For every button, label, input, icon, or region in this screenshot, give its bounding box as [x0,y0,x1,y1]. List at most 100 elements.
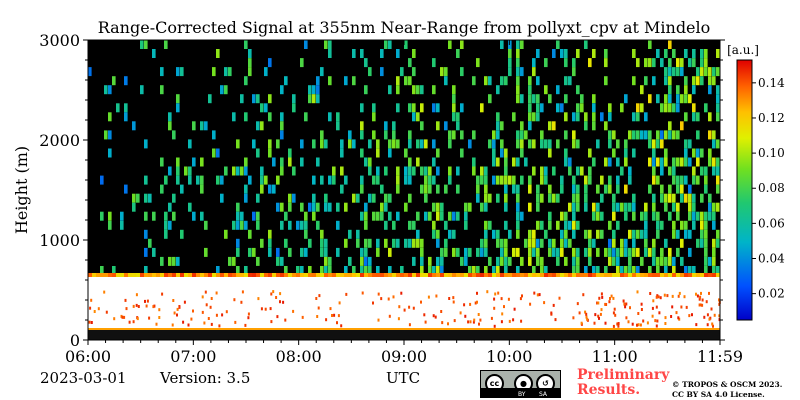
bl-speckle [337,314,340,318]
signal-cell [700,49,704,58]
signal-cell [572,175,576,185]
signal-cell [608,220,612,230]
signal-cell [460,148,464,158]
signal-cell [448,130,452,140]
signal-cell [288,202,292,212]
bl-top-cell [692,273,696,277]
bl-speckle [452,300,455,304]
signal-cell [508,256,512,266]
signal-cell [276,247,280,257]
signal-cell [124,103,128,113]
signal-cell [496,175,500,185]
signal-cell [260,175,264,185]
signal-cell [320,67,324,77]
signal-cell [656,49,660,58]
signal-cell [704,67,708,77]
bl-speckle [658,311,661,315]
signal-cell [676,103,680,113]
signal-cell [716,202,720,212]
colorbar-gradient [736,59,753,321]
signal-cell [596,229,600,239]
signal-cell [252,139,256,149]
signal-cell [396,139,400,149]
signal-cell [160,85,164,95]
x-tick-label: 07:00 [170,347,216,366]
bl-top-cell [664,273,668,277]
bl-speckle [503,305,505,309]
signal-cell [592,266,596,275]
signal-cell [664,94,668,104]
signal-cell [500,139,504,149]
bl-speckle [187,323,190,327]
signal-cell [600,229,604,239]
signal-cell [188,175,192,185]
signal-cell [672,220,676,230]
bl-speckle [146,299,149,303]
signal-cell [144,40,148,49]
signal-cell [528,121,532,131]
signal-cell [688,229,692,239]
signal-cell [552,193,556,203]
y-tick-label: 0 [70,331,80,350]
signal-cell [524,238,528,248]
signal-cell [664,103,668,113]
signal-cell [360,148,364,158]
signal-cell [716,229,720,239]
signal-cell [464,247,468,257]
signal-cell [692,193,696,203]
signal-cell [260,238,264,248]
signal-cell [108,130,112,140]
signal-cell [484,76,488,86]
signal-cell [360,121,364,131]
signal-cell [680,94,684,104]
signal-cell [412,238,416,248]
bl-top-cell [224,273,228,277]
signal-cell [656,139,660,149]
signal-cell [600,112,604,122]
bl-speckle [173,311,176,315]
signal-cell [672,49,676,58]
signal-cell [436,184,440,194]
signal-cell [380,184,384,194]
bl-top-cell [668,273,672,277]
signal-cell [452,247,456,257]
signal-cell [516,157,520,167]
signal-cell [584,112,588,122]
bl-speckle [550,311,553,315]
signal-cell [256,220,260,230]
cc-license-badge[interactable]: cc ● ↺ BY SA [480,370,561,398]
signal-cell [516,229,520,239]
signal-cell [716,49,720,58]
colorbar-tick-label: 0.08 [758,181,785,195]
signal-cell [104,85,108,95]
signal-cell [392,121,396,131]
bl-speckle [473,318,476,322]
bl-speckle [651,306,654,310]
signal-cell [432,202,436,212]
signal-cell [412,103,416,113]
bl-speckle [176,307,179,311]
signal-cell [248,58,252,68]
signal-cell [704,103,708,113]
bl-speckle [596,301,599,305]
bl-speckle [629,306,631,310]
signal-cell [192,121,196,131]
signal-cell [552,166,556,176]
bl-top-cell [348,273,352,277]
bl-speckle [654,319,657,323]
signal-cell [628,256,632,266]
signal-cell [404,148,408,158]
signal-cell [576,247,580,257]
bl-speckle [637,323,640,327]
signal-cell [592,157,596,167]
bl-top-cell [180,273,184,277]
signal-cell [536,103,540,113]
bl-top-cell [708,273,712,277]
signal-cell [644,247,648,257]
x-axis: 06:00 07:00 08:00 09:00 10:00 11:00 11:59 [65,40,743,366]
bl-speckle [670,315,673,318]
signal-cell [252,211,256,221]
signal-cell [444,67,448,77]
signal-cell [608,103,612,113]
bl-top-cell [656,273,660,277]
